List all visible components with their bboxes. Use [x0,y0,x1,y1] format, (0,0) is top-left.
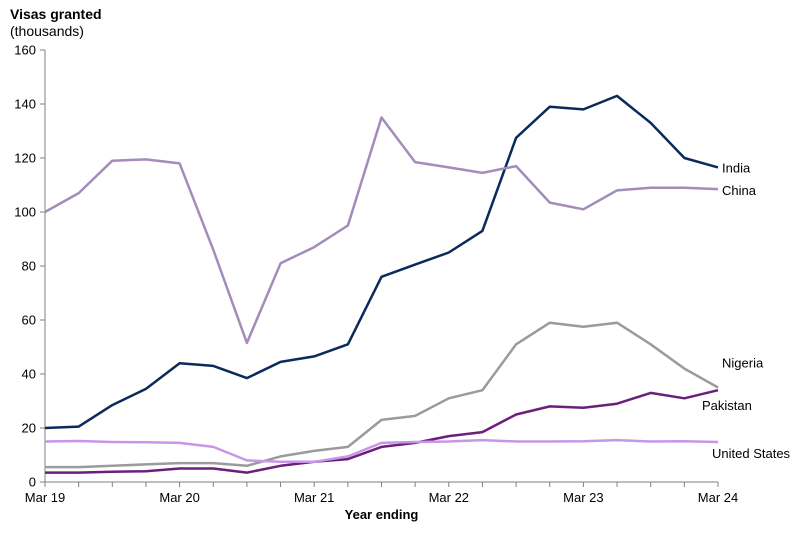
y-tick-label: 20 [22,421,36,436]
x-tick-label: Mar 22 [429,490,469,505]
y-axis-title: Visas granted (thousands) [10,6,102,40]
series-line-india [44,94,719,430]
series-line-united-states [44,438,719,464]
x-tick-label: Mar 23 [563,490,603,505]
y-ticks: 0 20 40 60 80 100 120 140 160 [14,43,45,490]
series-label-india: India [722,160,751,175]
x-axis-label: Year ending [345,507,419,522]
series-label-united-states: United States [712,446,791,461]
y-tick-label: 60 [22,313,36,328]
y-tick-label: 140 [14,97,36,112]
series-labels: India China Nigeria Pakistan United States [702,160,791,461]
y-tick-label: 40 [22,367,36,382]
series-line-pakistan [45,388,719,474]
x-tick-label: Mar 19 [25,490,65,505]
y-axis-label: Visas granted [10,6,102,22]
series-line-china [44,116,719,345]
y-tick-label: 120 [14,151,36,166]
y-tick-label: 0 [29,475,36,490]
series-label-china: China [722,183,757,198]
y-tick-label: 100 [14,205,36,220]
series-label-pakistan: Pakistan [702,398,752,413]
x-ticks: Mar 19 Mar 20 Mar 21 Mar 22 Mar 23 Mar 24 [25,482,738,505]
x-tick-label: Mar 21 [294,490,334,505]
y-tick-label: 80 [22,259,36,274]
series-lines [44,94,719,474]
x-tick-label: Mar 20 [159,490,199,505]
x-tick-label: Mar 24 [698,490,738,505]
series-line-nigeria [45,321,719,469]
y-axis-unit: (thousands) [10,23,84,39]
series-label-nigeria: Nigeria [722,356,764,371]
axes [44,50,718,483]
y-tick-label: 160 [14,43,36,58]
